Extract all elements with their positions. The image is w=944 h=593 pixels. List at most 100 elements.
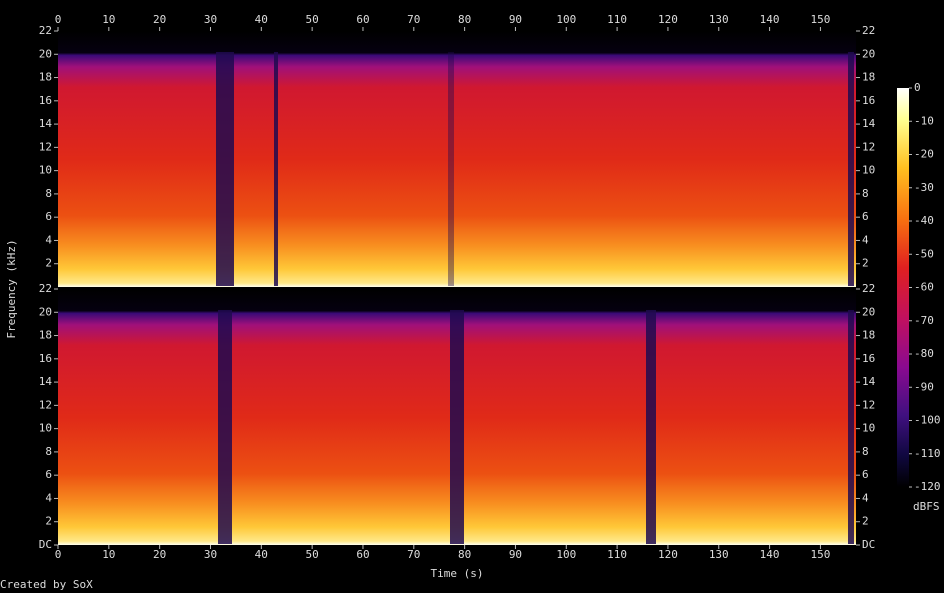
y-tick-label: 10 (39, 164, 52, 177)
colorbar-tick-label: 0 (914, 81, 921, 94)
colorbar-tick-label: -100 (914, 414, 941, 427)
x-tick-label: 30 (204, 548, 217, 561)
y-tick-label: 22 (39, 282, 52, 295)
y-tick-label: 22 (862, 24, 875, 37)
x-tick-label: 0 (55, 13, 62, 26)
x-axis-label: Time (s) (431, 567, 484, 580)
spectrogram (58, 31, 856, 287)
colorbar-label: dBFS (913, 500, 940, 513)
y-tick-label: 18 (862, 329, 875, 342)
y-tick-label: 16 (862, 94, 875, 107)
y-tick-label: 10 (862, 164, 875, 177)
colorbar-tick-label: -50 (914, 247, 934, 260)
quiet-stripe (646, 310, 656, 544)
y-tick-label: 4 (862, 491, 869, 504)
y-tick-label: 14 (39, 117, 53, 130)
y-axis-label: Frequency (kHz) (5, 239, 18, 338)
y-tick-label: 6 (862, 468, 869, 481)
colorbar-tick-label: -110 (914, 447, 941, 460)
x-tick-label: 90 (509, 13, 522, 26)
y-tick-label: 6 (862, 210, 869, 223)
x-tick-label: 110 (607, 548, 627, 561)
x-tick-label: 10 (102, 548, 115, 561)
x-tick-label: 120 (658, 548, 678, 561)
y-tick-label: 14 (862, 375, 876, 388)
colorbar-tick-label: -90 (914, 380, 934, 393)
y-tick-label: DC (862, 538, 875, 551)
colorbar-tick-label: -30 (914, 181, 934, 194)
y-tick-label: 18 (39, 329, 52, 342)
x-tick-label: 70 (407, 548, 420, 561)
y-tick-label: 4 (45, 491, 52, 504)
quiet-stripe (848, 310, 854, 544)
x-tick-label: 20 (153, 548, 166, 561)
quiet-stripe (448, 52, 454, 286)
quiet-stripe (216, 52, 234, 286)
y-tick-label: 18 (862, 71, 875, 84)
colorbar-tick-label: -70 (914, 314, 934, 327)
x-tick-label: 100 (556, 13, 576, 26)
y-tick-label: 12 (862, 398, 875, 411)
y-tick-label: 10 (39, 422, 52, 435)
x-tick-label: 40 (255, 548, 268, 561)
y-tick-label: 16 (39, 94, 52, 107)
colorbar (897, 88, 909, 487)
y-tick-label: 14 (862, 117, 876, 130)
x-tick-label: 50 (306, 13, 319, 26)
y-tick-label: 8 (45, 445, 52, 458)
colorbar-tick-label: -10 (914, 114, 934, 127)
x-tick-label: 10 (102, 13, 115, 26)
y-tick-label: DC (39, 538, 52, 551)
y-tick-label: 2 (45, 515, 52, 528)
x-tick-label: 150 (810, 548, 830, 561)
colorbar-tick-label: -120 (914, 480, 941, 493)
x-tick-label: 60 (356, 548, 369, 561)
y-tick-label: 4 (45, 233, 52, 246)
y-tick-label: 2 (45, 257, 52, 270)
quiet-stripe (218, 310, 232, 544)
y-tick-label: 12 (862, 140, 875, 153)
y-tick-label: 14 (39, 375, 53, 388)
x-tick-label: 70 (407, 13, 420, 26)
y-tick-label: 2 (862, 515, 869, 528)
y-tick-label: 8 (862, 187, 869, 200)
y-tick-label: 22 (862, 282, 875, 295)
y-tick-label: 4 (862, 233, 869, 246)
footer: Created by SoX (0, 578, 93, 591)
y-tick-label: 6 (45, 210, 52, 223)
y-tick-label: 6 (45, 468, 52, 481)
x-tick-label: 90 (509, 548, 522, 561)
quiet-stripe (274, 52, 278, 286)
quiet-stripe (848, 52, 854, 286)
y-tick-label: 16 (862, 352, 875, 365)
y-tick-label: 12 (39, 140, 52, 153)
x-tick-label: 0 (55, 548, 62, 561)
x-tick-label: 120 (658, 13, 678, 26)
y-tick-label: 16 (39, 352, 52, 365)
y-tick-label: 20 (39, 47, 52, 60)
colorbar-tick-label: -40 (914, 214, 934, 227)
y-tick-label: 10 (862, 422, 875, 435)
y-tick-label: 20 (39, 305, 52, 318)
x-tick-label: 30 (204, 13, 217, 26)
x-tick-label: 50 (306, 548, 319, 561)
y-tick-label: 20 (862, 305, 875, 318)
colorbar-tick-label: -20 (914, 148, 934, 161)
y-tick-label: 20 (862, 47, 875, 60)
x-tick-label: 20 (153, 13, 166, 26)
x-tick-label: 140 (760, 13, 780, 26)
x-tick-label: 80 (458, 548, 471, 561)
x-tick-label: 130 (709, 548, 729, 561)
x-tick-label: 60 (356, 13, 369, 26)
stripes (216, 52, 854, 544)
x-tick-label: 130 (709, 13, 729, 26)
x-tick-label: 110 (607, 13, 627, 26)
colorbar-tick-label: -60 (914, 281, 934, 294)
y-tick-label: 18 (39, 71, 52, 84)
y-tick-label: 12 (39, 398, 52, 411)
x-tick-label: 100 (556, 548, 576, 561)
colorbar-tick-label: -80 (914, 347, 934, 360)
x-tick-label: 150 (810, 13, 830, 26)
y-tick-label: 22 (39, 24, 52, 37)
